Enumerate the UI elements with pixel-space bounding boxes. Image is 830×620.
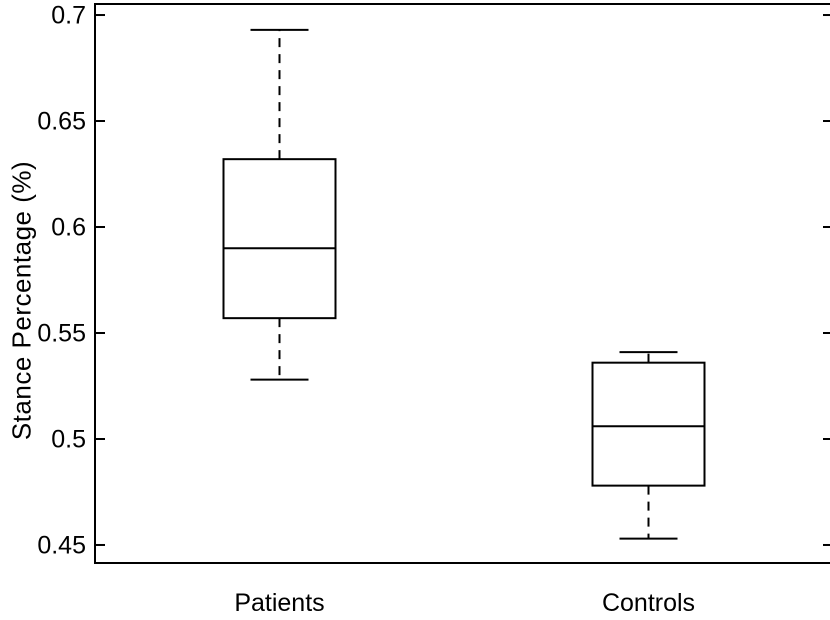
y-axis-label: Stance Percentage (%) (6, 160, 37, 441)
box-patients (222, 158, 337, 320)
x-category-label: Controls (602, 589, 695, 617)
box-controls (591, 361, 706, 487)
plot-border (94, 3, 830, 564)
y-tick-label: 0.65 (37, 108, 86, 136)
y-tick-label: 0.6 (51, 214, 86, 242)
y-tick-label: 0.7 (51, 2, 86, 30)
x-category-label: Patients (234, 589, 324, 617)
y-tick-label: 0.55 (37, 319, 86, 347)
y-tick-label: 0.45 (37, 531, 86, 559)
y-tick-label: 0.5 (51, 425, 86, 453)
